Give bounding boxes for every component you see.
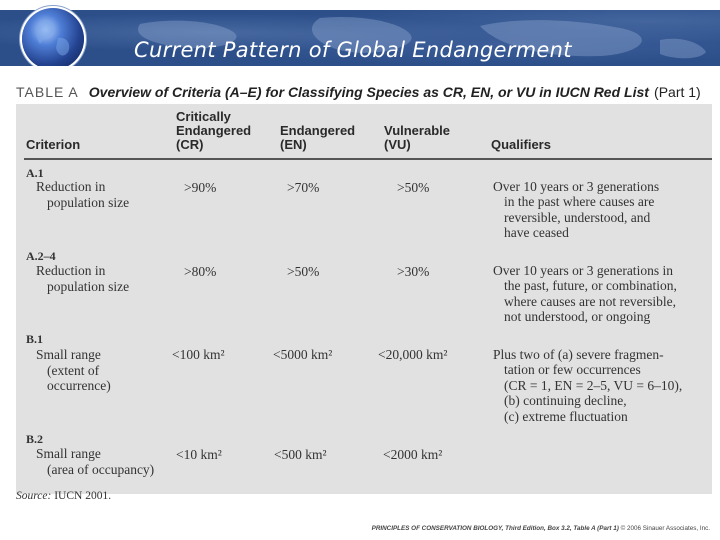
table-heading: TABLE A Overview of Criteria (A–E) for Cl… <box>16 82 701 101</box>
header-cr: Critically Endangered (CR) <box>176 109 252 152</box>
row-b2-id: B.2 <box>26 432 44 446</box>
row-a1-desc: Reduction in population size <box>36 179 130 210</box>
row-a1-qualifiers: Over 10 years or 3 generations in the pa… <box>493 179 660 241</box>
table-source: Source: IUCN 2001. <box>16 490 112 502</box>
table-page: TABLE A Overview of Criteria (A–E) for Cl… <box>10 66 718 538</box>
row-a24-id: A.2–4 <box>26 249 56 263</box>
row-b2-vu: <2000 km² <box>383 447 443 462</box>
globe-icon <box>22 8 84 70</box>
table-header-row: Criterion Critically Endangered (CR) End… <box>16 104 712 160</box>
row-b1-desc: Small range (extent of occurrence) <box>36 347 111 393</box>
world-map-background <box>138 16 706 59</box>
row-a1-en: >70% <box>287 180 320 195</box>
row-a24-qualifiers: Over 10 years or 3 generations in the pa… <box>493 263 677 325</box>
row-b2-desc: Small range (area of occupancy) <box>36 446 155 477</box>
row-a24-en: >50% <box>287 264 320 279</box>
header-vu: Vulnerable (VU) <box>384 123 450 152</box>
row-b1-qualifiers: Plus two of (a) severe fragmen- tation o… <box>493 347 683 424</box>
slide-title: Current Pattern of Global Endangerment <box>134 38 572 62</box>
row-b1-en: <5000 km² <box>273 347 333 362</box>
row-a1-vu: >50% <box>397 180 430 195</box>
book-credit: PRINCIPLES OF CONSERVATION BIOLOGY, Thir… <box>371 525 710 532</box>
row-b2-cr: <10 km² <box>176 447 222 462</box>
row-a24-cr: >80% <box>184 264 217 279</box>
table-label: TABLE A <box>16 84 79 100</box>
row-b2-en: <500 km² <box>274 447 327 462</box>
criteria-table: Criterion Critically Endangered (CR) End… <box>16 104 712 494</box>
title-banner: Current Pattern of Global Endangerment <box>0 10 720 66</box>
header-qualifiers: Qualifiers <box>491 137 551 152</box>
header-en: Endangered (EN) <box>280 123 356 152</box>
row-a1-id: A.1 <box>26 166 44 180</box>
row-b1-vu: <20,000 km² <box>378 347 448 362</box>
row-b1-cr: <100 km² <box>172 347 225 362</box>
left-margin <box>0 66 10 540</box>
header-criterion: Criterion <box>26 137 81 152</box>
header-divider <box>24 158 712 160</box>
row-a24-vu: >30% <box>397 264 430 279</box>
row-a1-cr: >90% <box>184 180 217 195</box>
table-caption: Overview of Criteria (A–E) for Classifyi… <box>88 84 649 100</box>
table-part: (Part 1) <box>654 84 701 100</box>
row-b1-id: B.1 <box>26 332 44 346</box>
row-a24-desc: Reduction in population size <box>36 263 130 294</box>
